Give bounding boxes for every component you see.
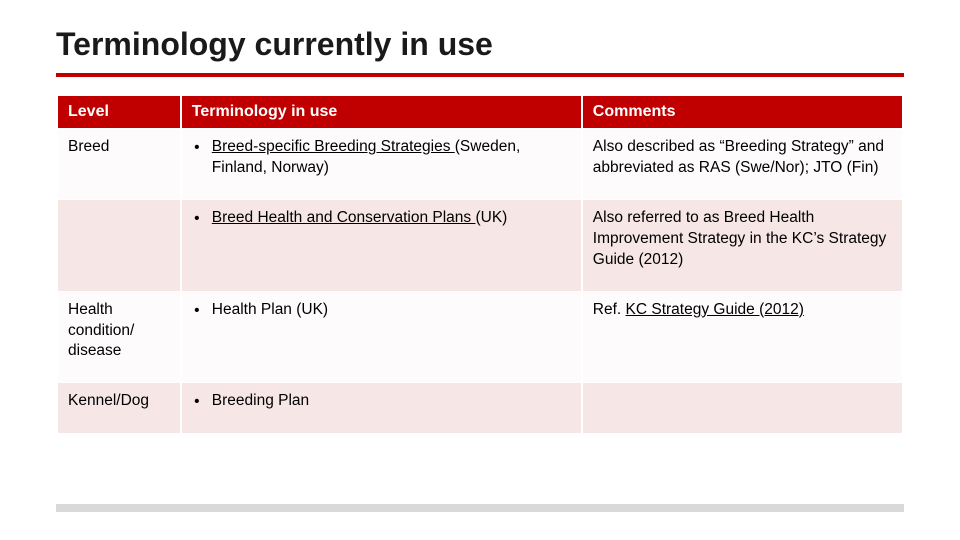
cell-level: Health condition/ disease xyxy=(58,292,180,383)
bullet-icon: • xyxy=(192,300,202,322)
cell-terminology: • Health Plan (UK) xyxy=(182,292,581,383)
title-rule xyxy=(56,73,904,77)
cell-terminology: • Breed-specific Breeding Strategies (Sw… xyxy=(182,129,581,199)
slide: Terminology currently in use Level Termi… xyxy=(0,0,960,540)
cell-terminology: • Breed Health and Conservation Plans (U… xyxy=(182,200,581,291)
table-row: Breed • Breed-specific Breeding Strategi… xyxy=(58,129,902,199)
table-header-row: Level Terminology in use Comments xyxy=(58,96,902,128)
terminology-table: Level Terminology in use Comments Breed … xyxy=(56,95,904,434)
col-header-level: Level xyxy=(58,96,180,128)
terminology-link[interactable]: Breed Health and Conservation Plans xyxy=(212,209,476,226)
terminology-link[interactable]: Breed-specific Breeding Strategies xyxy=(212,138,455,155)
table-row: Health condition/ disease • Health Plan … xyxy=(58,292,902,383)
terminology-tail: (UK) xyxy=(475,209,507,226)
cell-level xyxy=(58,200,180,291)
terminology-tail: Health Plan (UK) xyxy=(212,301,328,318)
table-row: • Breed Health and Conservation Plans (U… xyxy=(58,200,902,291)
cell-comments: Ref. KC Strategy Guide (2012) xyxy=(583,292,902,383)
col-header-terminology: Terminology in use xyxy=(182,96,581,128)
bottom-accent-bar xyxy=(56,504,904,512)
bullet-icon: • xyxy=(192,137,202,159)
cell-terminology: • Breeding Plan xyxy=(182,383,581,433)
comments-prefix: Ref. xyxy=(593,301,626,318)
cell-comments: Also described as “Breeding Strategy” an… xyxy=(583,129,902,199)
cell-comments xyxy=(583,383,902,433)
page-title: Terminology currently in use xyxy=(56,26,904,63)
cell-level: Breed xyxy=(58,129,180,199)
comments-link[interactable]: KC Strategy Guide (2012) xyxy=(626,301,804,318)
cell-comments: Also referred to as Breed Health Improve… xyxy=(583,200,902,291)
terminology-tail: Breeding Plan xyxy=(212,392,309,409)
bullet-icon: • xyxy=(192,208,202,230)
table-row: Kennel/Dog • Breeding Plan xyxy=(58,383,902,433)
bullet-icon: • xyxy=(192,391,202,413)
cell-level: Kennel/Dog xyxy=(58,383,180,433)
col-header-comments: Comments xyxy=(583,96,902,128)
